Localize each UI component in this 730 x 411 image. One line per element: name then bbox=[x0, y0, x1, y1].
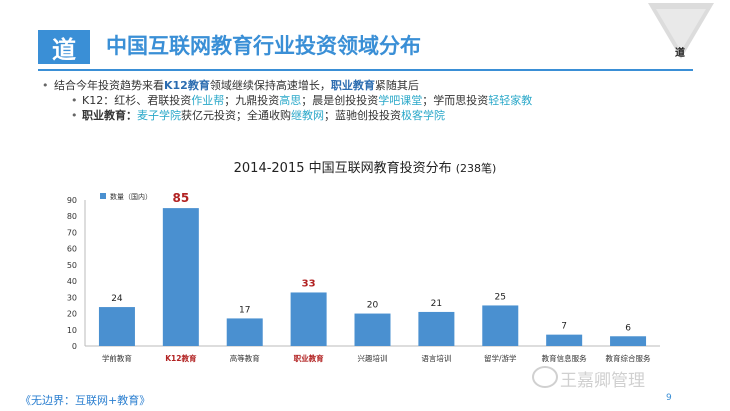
bar bbox=[418, 311, 455, 346]
footer-source: 《无边界：互联网+教育》 bbox=[20, 394, 151, 407]
y-tick-label: 10 bbox=[67, 326, 77, 335]
company-link: 高思 bbox=[279, 94, 302, 107]
bar bbox=[226, 318, 263, 346]
x-tick-label: 教育信息服务 bbox=[542, 353, 587, 363]
x-tick-label: 兴趣培训 bbox=[358, 353, 388, 363]
data-label: 6 bbox=[625, 323, 631, 333]
company-link: 继教网 bbox=[291, 109, 324, 122]
x-tick-label: 留学/游学 bbox=[484, 353, 517, 363]
data-label: 21 bbox=[431, 299, 442, 309]
page-title: 中国互联网教育行业投资领域分布 bbox=[106, 34, 421, 58]
x-tick-label: K12教育 bbox=[165, 353, 197, 363]
bar bbox=[354, 313, 391, 346]
x-tick-label: 职业教育 bbox=[294, 353, 324, 363]
x-tick-label: 语言培训 bbox=[421, 353, 451, 363]
y-tick-label: 0 bbox=[72, 342, 77, 351]
company-link: 麦子学院 bbox=[137, 109, 181, 122]
data-label: 85 bbox=[172, 191, 189, 205]
bullet-main: 结合今年投资趋势来看K12教育领域继续保持高速增长，职业教育紧随其后 bbox=[42, 78, 532, 93]
bullet-list: 结合今年投资趋势来看K12教育领域继续保持高速增长，职业教育紧随其后 K12：红… bbox=[42, 78, 533, 123]
watermark: 王嘉卿管理 bbox=[560, 371, 645, 391]
funnel-label: 道 bbox=[675, 48, 685, 59]
data-label: 33 bbox=[302, 278, 316, 289]
wechat-icon bbox=[532, 366, 558, 388]
y-tick-label: 70 bbox=[67, 228, 77, 237]
y-tick-label: 30 bbox=[67, 293, 77, 302]
y-tick-label: 90 bbox=[67, 196, 77, 205]
company-link: 极客学院 bbox=[401, 109, 445, 122]
bar bbox=[482, 305, 519, 346]
logo-badge: 道 bbox=[38, 30, 90, 64]
page-number: 9 bbox=[666, 393, 672, 403]
data-label: 25 bbox=[495, 292, 506, 302]
y-tick-label: 60 bbox=[67, 245, 77, 254]
bar bbox=[162, 208, 199, 346]
data-label: 17 bbox=[239, 305, 250, 315]
x-tick-label: 教育综合服务 bbox=[606, 353, 651, 363]
x-tick-label: 学前教育 bbox=[102, 353, 132, 363]
chart-title: 2014-2015 中国互联网教育投资分布 (238笔) bbox=[233, 161, 497, 176]
funnel-icon bbox=[648, 3, 714, 59]
data-label: 20 bbox=[367, 301, 379, 311]
y-tick-label: 50 bbox=[67, 261, 77, 270]
bullet-vocational: 职业教育：麦子学院获亿元投资；全通收购继教网；蓝驰创投投资极客学院 bbox=[71, 108, 532, 123]
title-underline bbox=[38, 69, 693, 71]
company-link: 轻轻家教 bbox=[488, 94, 533, 107]
y-tick-label: 80 bbox=[67, 212, 77, 221]
bar bbox=[290, 292, 327, 346]
data-label: 24 bbox=[111, 294, 123, 304]
company-link: 作业帮 bbox=[191, 94, 225, 107]
bullet-k12: K12：红杉、君联投资作业帮；九鼎投资高思；晨是创投投资学吧课堂；学而思投资轻轻… bbox=[71, 93, 533, 108]
x-tick-label: 高等教育 bbox=[230, 353, 260, 363]
data-label: 7 bbox=[561, 322, 567, 332]
y-tick-label: 20 bbox=[67, 310, 77, 319]
bar bbox=[98, 307, 135, 346]
legend-label: 数量（国内） bbox=[110, 192, 152, 201]
y-tick-label: 40 bbox=[67, 277, 77, 286]
company-link: 学吧课堂 bbox=[378, 94, 423, 107]
legend-swatch bbox=[100, 193, 106, 199]
bar bbox=[610, 336, 647, 346]
bar bbox=[546, 334, 583, 346]
